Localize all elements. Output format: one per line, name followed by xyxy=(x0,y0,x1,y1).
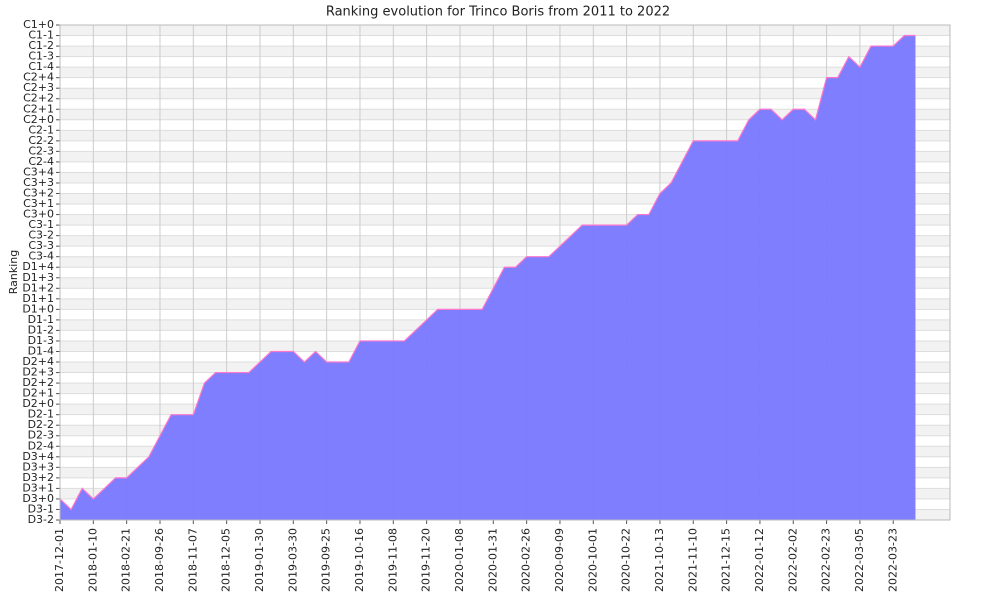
grid-band xyxy=(60,130,950,141)
x-tick-label: 2020-09-09 xyxy=(553,528,566,592)
x-tick-label: 2022-01-12 xyxy=(753,528,766,592)
x-tick-label: 2019-03-30 xyxy=(286,528,299,592)
x-tick-label: 2019-10-16 xyxy=(353,528,366,592)
y-tick-label: D1-1 xyxy=(28,313,54,326)
y-tick-label: D3+4 xyxy=(22,450,54,463)
y-tick-label: C1-1 xyxy=(28,29,54,42)
x-tick-label: 2021-10-13 xyxy=(653,528,666,592)
y-tick-label: D2+3 xyxy=(22,366,54,379)
y-tick-label: D3+2 xyxy=(22,471,54,484)
y-tick-label: D2+0 xyxy=(22,397,54,410)
grid-band xyxy=(60,25,950,36)
y-tick-label: D3-1 xyxy=(28,502,54,515)
y-tick-label: C1-3 xyxy=(28,50,54,63)
x-tick-label: 2019-11-08 xyxy=(386,528,399,592)
y-tick-label: D2+2 xyxy=(22,376,54,389)
y-tick-label: D1-4 xyxy=(28,344,54,357)
grid-band xyxy=(60,214,950,226)
x-tick-label: 2022-03-05 xyxy=(853,528,866,592)
y-tick-label: D1+4 xyxy=(22,260,54,273)
y-tick-label: C2+1 xyxy=(23,102,54,115)
y-tick-label: C3-3 xyxy=(28,239,54,252)
y-tick-label: C2-3 xyxy=(28,144,54,157)
y-tick-label: D2+4 xyxy=(22,355,54,368)
x-tick-label: 2020-10-01 xyxy=(586,528,599,592)
chart-title: Ranking evolution for Trinco Boris from … xyxy=(326,5,670,20)
plot-border xyxy=(59,24,951,521)
y-tick-label: D1+0 xyxy=(22,302,54,315)
grid-band xyxy=(60,46,950,57)
grid-band xyxy=(60,109,950,120)
x-tick-label: 2020-01-08 xyxy=(453,528,466,592)
y-tick-label: C2-1 xyxy=(28,123,54,136)
y-tick-label: D1-2 xyxy=(28,323,54,336)
y-tick-label: D1-3 xyxy=(28,334,54,347)
x-tick-label: 2017-12-01 xyxy=(53,528,66,592)
y-tick-label: D3-2 xyxy=(28,513,54,526)
area xyxy=(60,35,916,520)
x-tick-label: 2022-02-02 xyxy=(786,528,799,592)
x-tick-label: 2018-09-26 xyxy=(153,528,166,592)
y-tick-label: D2-1 xyxy=(28,408,54,421)
y-tick-label: C3-4 xyxy=(28,250,54,263)
grid-band xyxy=(60,172,950,183)
y-tick-label: C2-4 xyxy=(28,155,54,168)
y-tick-label: D1+2 xyxy=(22,281,54,294)
x-tick-label: 2018-11-07 xyxy=(186,528,199,592)
y-tick-label: C3+2 xyxy=(23,187,54,200)
y-tick-label: C3+4 xyxy=(23,165,54,178)
x-tick-label: 2020-01-31 xyxy=(486,528,499,592)
x-tick-label: 2021-12-15 xyxy=(720,528,733,592)
y-tick-label: C3+1 xyxy=(23,197,54,210)
y-tick-label: D2-2 xyxy=(28,418,54,431)
y-tick-label: C3+3 xyxy=(23,176,54,189)
grid-band xyxy=(60,235,950,247)
y-tick-label: C3-2 xyxy=(28,229,54,242)
x-tick-label: 2021-11-10 xyxy=(686,528,699,592)
x-tick-label: 2019-09-25 xyxy=(320,528,333,592)
y-tick-label: C1+0 xyxy=(23,18,54,31)
y-tick-label: C2+2 xyxy=(23,92,54,105)
y-tick-label: D2+1 xyxy=(22,387,54,400)
y-tick-label: D1+3 xyxy=(22,271,54,284)
y-tick-label: D2-3 xyxy=(28,429,54,442)
y-tick-label: D3+1 xyxy=(22,481,54,494)
line xyxy=(59,34,916,511)
grid-band xyxy=(60,193,950,205)
x-tick-label: 2018-12-05 xyxy=(220,528,233,592)
x-tick-label: 2020-02-26 xyxy=(520,528,533,592)
grid-band xyxy=(60,151,950,162)
y-axis-label: Ranking xyxy=(7,250,20,295)
grid-band xyxy=(60,88,950,99)
x-tick-label: 2022-02-23 xyxy=(820,528,833,592)
x-tick-label: 2019-11-20 xyxy=(420,528,433,592)
grid-band xyxy=(60,67,950,78)
y-tick-label: D3+3 xyxy=(22,460,54,473)
x-tick-label: 2018-01-10 xyxy=(86,528,99,592)
grid-band xyxy=(60,256,950,268)
x-tick-label: 2019-01-30 xyxy=(253,528,266,592)
y-tick-label: C2+0 xyxy=(23,113,54,126)
x-tick-label: 2020-10-22 xyxy=(620,528,633,592)
y-tick-label: C3+0 xyxy=(23,208,54,221)
y-tick-label: C1-4 xyxy=(28,60,54,73)
y-tick-label: C2+3 xyxy=(23,81,54,94)
y-tick-label: C1-2 xyxy=(28,39,54,52)
x-tick-label: 2018-02-21 xyxy=(120,528,133,592)
x-tick-label: 2022-03-23 xyxy=(886,528,899,592)
y-tick-label: D3+0 xyxy=(22,492,54,505)
y-tick-label: C2-2 xyxy=(28,134,54,147)
y-tick-label: C3-1 xyxy=(28,218,54,231)
y-tick-label: C2+4 xyxy=(23,71,54,84)
y-tick-label: D2-4 xyxy=(28,439,54,452)
y-tick-label: D1+1 xyxy=(22,292,54,305)
